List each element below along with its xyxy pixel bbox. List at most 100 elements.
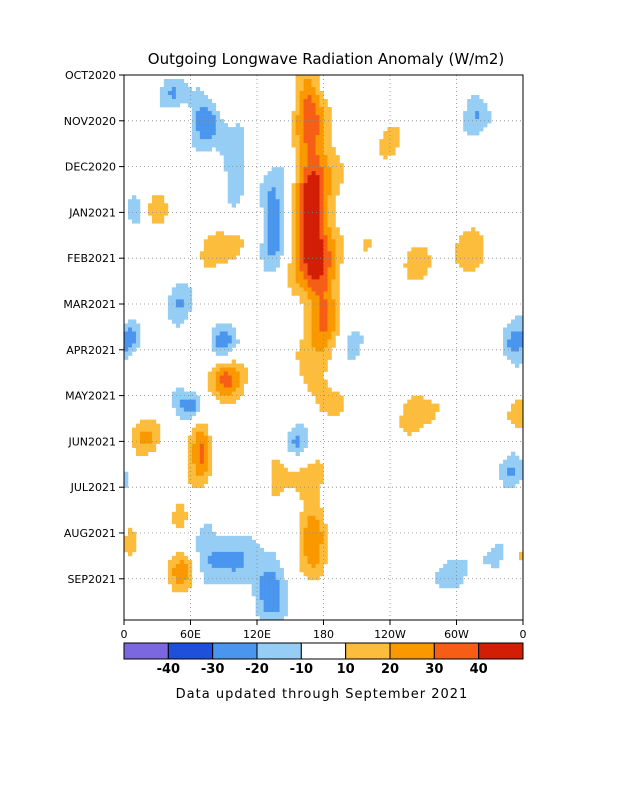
- anomaly-cell: [211, 555, 217, 561]
- anomaly-cell: [463, 267, 468, 272]
- anomaly-cell: [167, 303, 173, 308]
- anomaly-cell: [203, 127, 209, 132]
- anomaly-cell: [311, 483, 316, 489]
- anomaly-cell: [311, 291, 316, 296]
- anomaly-cell: [311, 151, 316, 156]
- anomaly-cell: [271, 167, 276, 172]
- anomaly-cell: [279, 247, 284, 252]
- anomaly-cell: [203, 243, 209, 248]
- anomaly-cell: [447, 563, 452, 569]
- anomaly-cell: [311, 271, 316, 276]
- anomaly-cell: [295, 239, 300, 244]
- anomaly-cell: [327, 311, 332, 316]
- anomaly-cell: [475, 263, 480, 268]
- anomaly-cell: [139, 447, 145, 452]
- anomaly-cell: [263, 595, 268, 601]
- anomaly-cell: [311, 87, 316, 92]
- anomaly-cell: [207, 259, 213, 264]
- anomaly-cell: [291, 439, 296, 444]
- anomaly-cell: [315, 531, 320, 537]
- anomaly-cell: [187, 459, 193, 465]
- anomaly-cell: [299, 567, 304, 573]
- anomaly-cell: [519, 423, 524, 428]
- anomaly-cell: [235, 567, 241, 573]
- anomaly-cell: [263, 251, 268, 256]
- anomaly-cell: [319, 407, 324, 412]
- anomaly-cell: [299, 467, 304, 473]
- anomaly-cell: [231, 203, 237, 208]
- anomaly-cell: [175, 311, 181, 316]
- anomaly-cell: [231, 567, 237, 573]
- anomaly-cell: [155, 427, 161, 432]
- anomaly-cell: [323, 339, 328, 344]
- anomaly-cell: [323, 267, 328, 272]
- anomaly-cell: [319, 531, 324, 537]
- anomaly-cell: [219, 331, 225, 336]
- anomaly-cell: [311, 355, 316, 360]
- anomaly-cell: [327, 327, 332, 332]
- anomaly-cell: [235, 371, 241, 376]
- anomaly-cell: [199, 563, 205, 569]
- anomaly-cell: [251, 567, 256, 573]
- anomaly-cell: [231, 559, 237, 565]
- anomaly-cell: [327, 275, 332, 280]
- anomaly-cell: [319, 135, 324, 140]
- anomaly-cell: [211, 247, 217, 252]
- anomaly-cell: [299, 219, 304, 224]
- anomaly-cell: [387, 139, 392, 144]
- anomaly-cell: [335, 411, 340, 416]
- anomaly-cell: [399, 423, 404, 428]
- anomaly-cell: [207, 471, 213, 477]
- anomaly-cell: [327, 355, 332, 360]
- anomaly-cell: [219, 139, 225, 144]
- anomaly-cell: [135, 215, 141, 220]
- anomaly-cell: [423, 419, 428, 424]
- anomaly-cell: [207, 111, 213, 116]
- anomaly-cell: [303, 95, 308, 100]
- anomaly-cell: [187, 571, 193, 577]
- anomaly-cell: [291, 183, 296, 188]
- anomaly-cell: [175, 515, 181, 521]
- anomaly-cell: [307, 267, 312, 272]
- anomaly-cell: [299, 115, 304, 120]
- anomaly-cell: [475, 243, 480, 248]
- anomaly-cell: [231, 543, 237, 549]
- anomaly-cell: [315, 171, 320, 176]
- anomaly-cell: [179, 567, 185, 573]
- anomaly-cell: [323, 139, 328, 144]
- anomaly-cell: [315, 211, 320, 216]
- anomaly-cell: [323, 127, 328, 132]
- anomaly-cell: [303, 259, 308, 264]
- anomaly-cell: [503, 339, 508, 344]
- anomaly-cell: [299, 87, 304, 92]
- anomaly-cell: [299, 543, 304, 549]
- anomaly-cell: [135, 443, 141, 448]
- anomaly-cell: [347, 351, 352, 356]
- anomaly-cell: [315, 87, 320, 92]
- anomaly-cell: [235, 251, 241, 256]
- anomaly-cell: [307, 135, 312, 140]
- anomaly-cell: [287, 267, 292, 272]
- anomaly-cell: [191, 403, 197, 408]
- anomaly-cell: [327, 299, 332, 304]
- anomaly-cell: [311, 123, 316, 128]
- anomaly-cell: [507, 471, 512, 477]
- anomaly-cell: [195, 143, 201, 148]
- anomaly-cell: [327, 191, 332, 196]
- anomaly-cell: [327, 195, 332, 200]
- anomaly-cell: [207, 567, 213, 573]
- anomaly-cell: [479, 107, 484, 112]
- anomaly-cell: [275, 591, 280, 597]
- anomaly-cell: [223, 159, 229, 164]
- anomaly-cell: [131, 343, 137, 348]
- anomaly-cell: [307, 339, 312, 344]
- anomaly-cell: [475, 131, 480, 136]
- anomaly-cell: [215, 547, 221, 553]
- anomaly-cell: [423, 271, 428, 276]
- anomaly-cell: [243, 543, 248, 549]
- anomaly-cell: [299, 247, 304, 252]
- anomaly-cell: [315, 311, 320, 316]
- anomaly-cell: [319, 291, 324, 296]
- anomaly-cell: [223, 579, 229, 585]
- anomaly-cell: [415, 267, 420, 272]
